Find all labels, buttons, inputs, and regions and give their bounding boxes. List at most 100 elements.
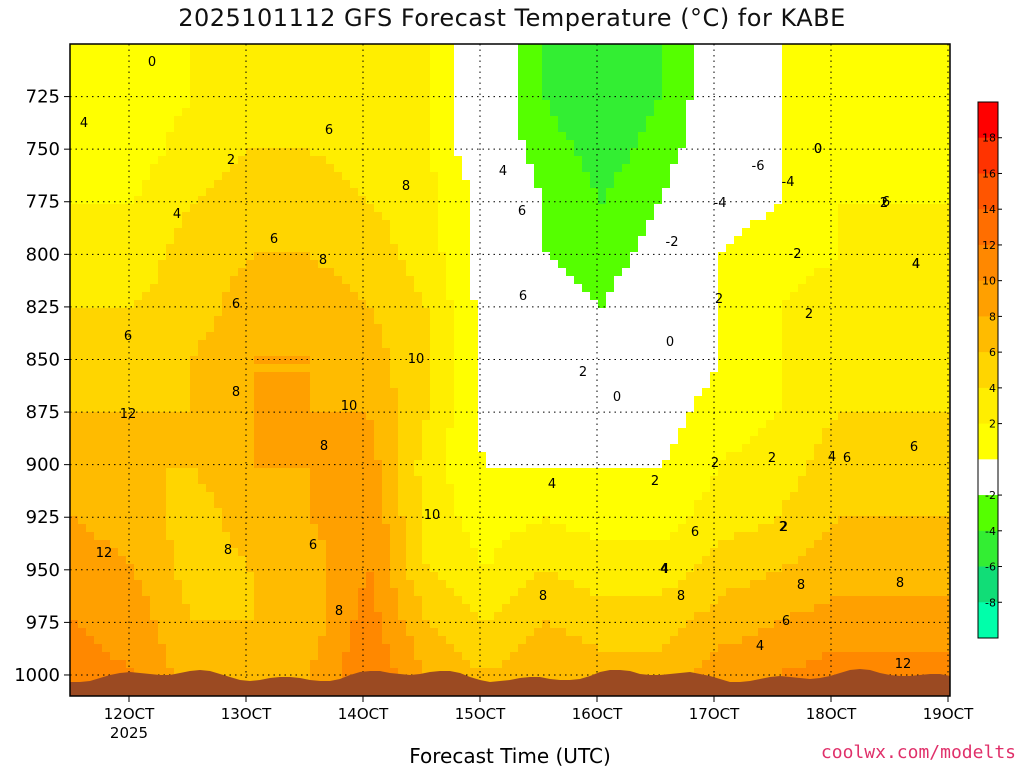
field-cell (478, 308, 487, 317)
field-cell (158, 540, 167, 549)
field-cell (286, 372, 295, 381)
field-cell (222, 644, 231, 653)
field-cell (318, 404, 327, 413)
field-cell (382, 524, 391, 533)
field-cell (318, 468, 327, 477)
field-cell (414, 604, 423, 613)
field-cell (342, 580, 351, 589)
field-cell (398, 516, 407, 525)
field-cell (382, 628, 391, 637)
field-cell (278, 596, 287, 605)
field-cell (518, 668, 527, 677)
field-cell (382, 60, 391, 69)
field-cell (358, 212, 367, 221)
field-cell (198, 220, 207, 229)
field-cell (366, 108, 375, 117)
field-cell (270, 276, 279, 285)
field-cell (550, 124, 559, 133)
field-cell (70, 372, 79, 381)
field-cell (174, 68, 183, 77)
field-cell (422, 292, 431, 301)
field-cell (414, 204, 423, 213)
field-cell (398, 476, 407, 485)
field-cell (270, 492, 279, 501)
field-cell (470, 388, 479, 397)
field-cell (262, 68, 271, 77)
field-cell (518, 68, 527, 77)
field-cell (118, 188, 127, 197)
field-cell (350, 284, 359, 293)
field-cell (182, 404, 191, 413)
field-cell (350, 244, 359, 253)
field-cell (526, 420, 535, 429)
field-cell (134, 332, 143, 341)
field-cell (526, 324, 535, 333)
field-cell (502, 44, 511, 53)
field-cell (70, 604, 79, 613)
field-cell (206, 460, 215, 469)
field-cell (270, 572, 279, 581)
field-cell (414, 620, 423, 629)
field-cell (214, 468, 223, 477)
field-cell (270, 188, 279, 197)
field-cell (102, 404, 111, 413)
field-cell (238, 588, 247, 597)
field-cell (78, 308, 87, 317)
field-cell (494, 484, 503, 493)
field-cell (198, 292, 207, 301)
field-cell (110, 172, 119, 181)
field-cell (398, 572, 407, 581)
field-cell (438, 372, 447, 381)
field-cell (174, 428, 183, 437)
field-cell (190, 364, 199, 373)
field-cell (150, 116, 159, 125)
field-cell (214, 356, 223, 365)
field-cell (470, 348, 479, 357)
field-cell (430, 596, 439, 605)
field-cell (118, 44, 127, 53)
field-cell (150, 308, 159, 317)
field-cell (262, 532, 271, 541)
field-cell (486, 116, 495, 125)
field-cell (350, 476, 359, 485)
field-cell (94, 412, 103, 421)
field-cell (206, 572, 215, 581)
field-cell (534, 268, 543, 277)
field-cell (270, 212, 279, 221)
field-cell (278, 364, 287, 373)
field-cell (70, 292, 79, 301)
field-cell (110, 332, 119, 341)
field-cell (366, 268, 375, 277)
field-cell (478, 332, 487, 341)
field-cell (510, 484, 519, 493)
field-cell (118, 196, 127, 205)
field-cell (102, 628, 111, 637)
field-cell (438, 636, 447, 645)
field-cell (142, 52, 151, 61)
field-cell (134, 604, 143, 613)
field-cell (214, 92, 223, 101)
field-cell (446, 348, 455, 357)
field-cell (390, 156, 399, 165)
field-cell (382, 540, 391, 549)
field-cell (86, 100, 95, 109)
field-cell (286, 628, 295, 637)
field-cell (134, 108, 143, 117)
field-cell (126, 364, 135, 373)
field-cell (230, 548, 239, 557)
field-cell (238, 468, 247, 477)
field-cell (430, 68, 439, 77)
field-cell (518, 300, 527, 309)
field-cell (198, 364, 207, 373)
field-cell (382, 324, 391, 333)
field-cell (374, 228, 383, 237)
field-cell (374, 220, 383, 229)
field-cell (158, 652, 167, 661)
field-cell (422, 388, 431, 397)
field-cell (142, 492, 151, 501)
field-cell (294, 204, 303, 213)
field-cell (166, 236, 175, 245)
field-cell (462, 156, 471, 165)
field-cell (318, 380, 327, 389)
field-cell (406, 308, 415, 317)
